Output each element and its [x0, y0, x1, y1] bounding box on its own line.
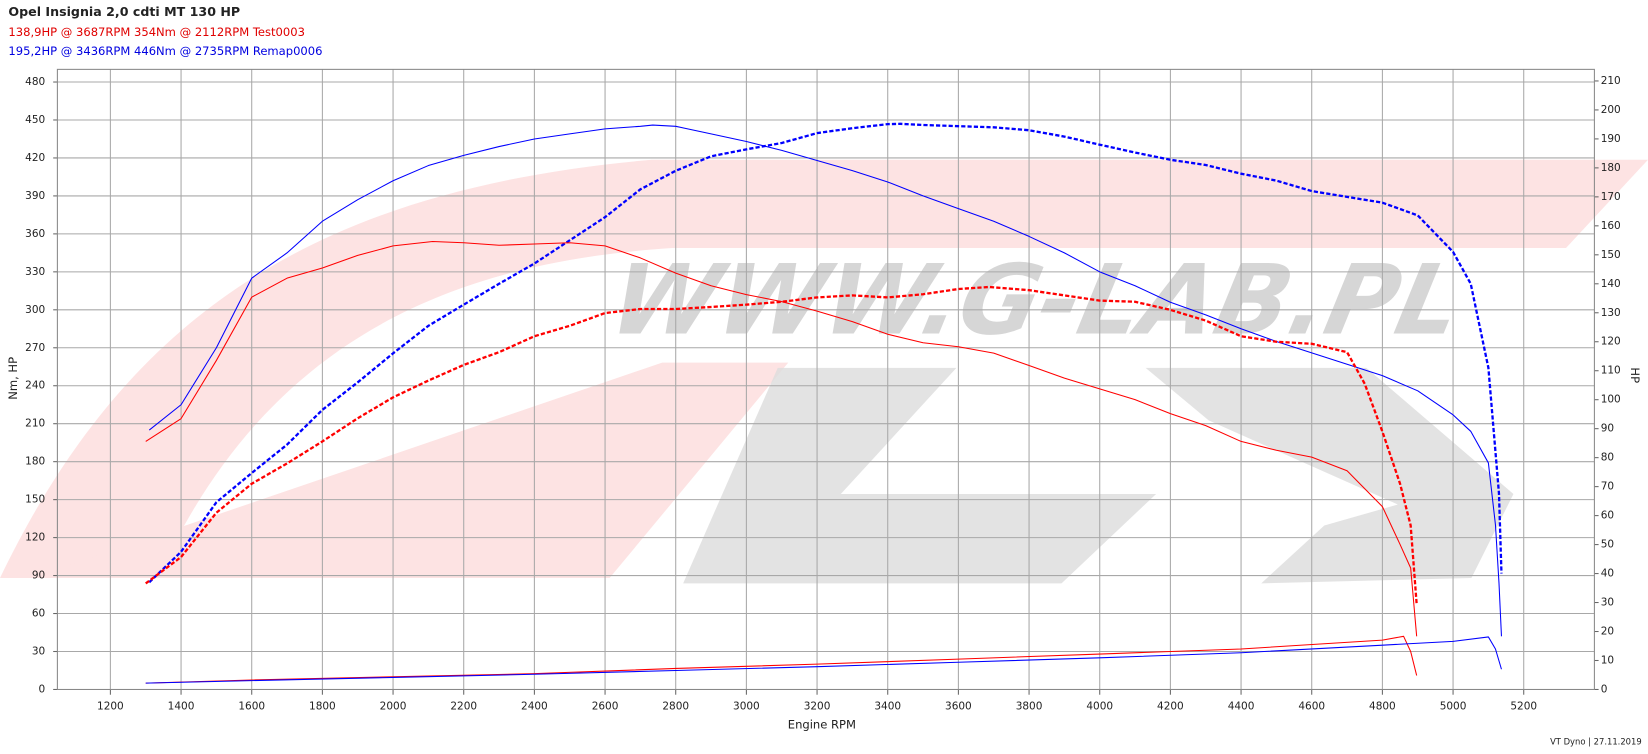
data-line	[145, 285, 1418, 605]
y2-tick-label: 200	[1601, 104, 1621, 116]
y-axis-title: Nm, HP	[6, 357, 20, 400]
y-tick-label: 120	[25, 532, 45, 544]
y2-tick-label: 210	[1601, 75, 1621, 87]
x-tick-label: 3000	[733, 700, 760, 712]
y-tick-label: 360	[25, 228, 45, 240]
x-tick-label: 3800	[1016, 700, 1043, 712]
y2-axis-title: HP	[1628, 367, 1642, 383]
x-tick-label: 1800	[309, 700, 336, 712]
x-tick-label: 3200	[804, 700, 831, 712]
y-tick-label: 270	[25, 342, 45, 354]
y2-tick-label: 40	[1601, 568, 1614, 580]
x-tick-label: 1200	[97, 700, 124, 712]
y2-tick-label: 130	[1601, 307, 1621, 319]
y-tick-label: 450	[25, 114, 45, 126]
y-tick-label: 90	[32, 570, 45, 582]
data-line	[148, 122, 1503, 584]
y2-tick-label: 190	[1601, 133, 1621, 145]
watermark-letter	[1145, 367, 1514, 584]
x-tick-label: 5000	[1440, 700, 1467, 712]
y-tick-label: 330	[25, 266, 45, 278]
y-tick-label: 30	[32, 646, 45, 658]
y-tick-label: 420	[25, 152, 45, 164]
y-tick-label: 390	[25, 190, 45, 202]
y-tick-label: 240	[25, 380, 45, 392]
watermark-stripe	[31, 362, 789, 579]
x-tick-label: 2000	[380, 700, 407, 712]
y-tick-label: 300	[25, 304, 45, 316]
y2-tick-label: 90	[1601, 423, 1614, 435]
x-tick-label: 2600	[592, 700, 619, 712]
y2-tick-label: 80	[1601, 452, 1614, 464]
y2-tick-label: 110	[1601, 365, 1621, 377]
y2-tick-label: 60	[1601, 510, 1614, 522]
y2-tick-label: 20	[1601, 626, 1614, 638]
y2-tick-label: 180	[1601, 162, 1621, 174]
y2-tick-label: 140	[1601, 278, 1621, 290]
y-tick-label: 180	[25, 456, 45, 468]
y2-tick-label: 170	[1601, 191, 1621, 203]
x-tick-label: 1400	[168, 700, 195, 712]
x-tick-label: 4000	[1086, 700, 1113, 712]
y2-tick-label: 150	[1601, 249, 1621, 261]
x-tick-label: 2200	[450, 700, 477, 712]
y2-tick-label: 70	[1601, 481, 1614, 493]
plot-frame	[56, 68, 1595, 690]
x-tick-label: 2800	[662, 700, 689, 712]
y2-tick-label: 10	[1601, 654, 1614, 666]
y2-tick-label: 100	[1601, 394, 1621, 406]
grid	[57, 69, 1595, 690]
x-tick-label: 4600	[1298, 700, 1325, 712]
watermark-swoosh	[0, 159, 1648, 579]
x-tick-label: 2400	[521, 700, 548, 712]
y2-tick-label: 160	[1601, 220, 1621, 232]
axes: 1200 1400 1600 1800 2000 2200 2400 2600 2800 3000…	[25, 68, 1621, 712]
x-tick-label: 3400	[874, 700, 901, 712]
data-line	[145, 635, 1418, 684]
y-tick-label: 0	[39, 683, 46, 695]
footer: VT Dyno | 27.11.2019	[1550, 737, 1642, 747]
plot-lines	[145, 122, 1503, 684]
y2-tick-label: 0	[1601, 683, 1608, 695]
data-line	[145, 636, 1502, 684]
header-line: 195,2HP @ 3436RPM 446Nm @ 2735RPM Remap0…	[8, 44, 322, 58]
y-tick-label: 480	[25, 76, 45, 88]
x-tick-label: 4200	[1157, 700, 1184, 712]
x-tick-label: 1600	[238, 700, 265, 712]
watermark: WWW.G-LAB.PL	[0, 159, 1648, 584]
x-tick-label: 5200	[1510, 700, 1537, 712]
x-axis-title: Engine RPM	[788, 718, 856, 732]
y2-tick-label: 30	[1601, 597, 1614, 609]
header-line: 138,9HP @ 3687RPM 354Nm @ 2112RPM Test00…	[8, 25, 305, 39]
watermark-text: WWW.G-LAB.PL	[601, 244, 1472, 357]
watermark-letter	[683, 367, 1157, 584]
x-tick-label: 4400	[1228, 700, 1255, 712]
y2-tick-label: 50	[1601, 539, 1614, 551]
data-line	[145, 240, 1418, 637]
y-tick-label: 210	[25, 418, 45, 430]
y2-tick-label: 120	[1601, 336, 1621, 348]
y-tick-label: 60	[32, 608, 45, 620]
y-tick-label: 150	[25, 494, 45, 506]
data-line	[148, 124, 1502, 637]
x-tick-label: 3600	[945, 700, 972, 712]
chart-title: Opel Insignia 2,0 cdti MT 130 HP	[8, 4, 240, 19]
x-tick-label: 4800	[1369, 700, 1396, 712]
